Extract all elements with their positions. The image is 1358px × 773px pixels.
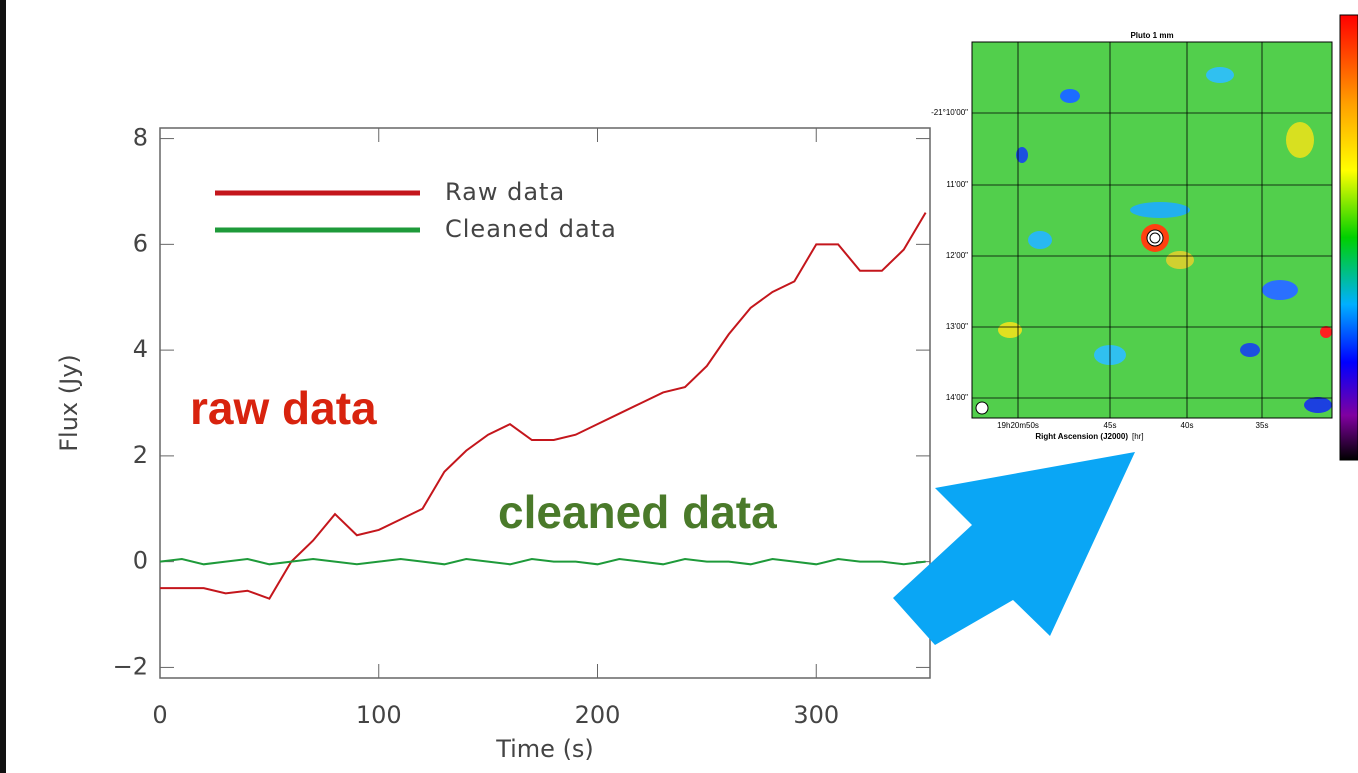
series-line <box>160 559 926 564</box>
sky-map: Pluto 1 mm -21°10'00" 11'00" 12'00" 13'0… <box>931 15 1358 460</box>
x-tick-label: 100 <box>356 701 402 729</box>
y-tick-label: 8 <box>133 124 148 152</box>
x-tick-label: 200 <box>575 701 621 729</box>
dec-label: 11'00" <box>946 180 968 189</box>
y-tick-label: −2 <box>113 652 148 680</box>
dec-label: -21°10'00" <box>931 108 968 117</box>
ra-label: 35s <box>1256 421 1269 430</box>
ra-label: 40s <box>1181 421 1194 430</box>
y-tick-label: 2 <box>133 441 148 469</box>
ra-label: 45s <box>1104 421 1117 430</box>
slide: Time (s) Flux (Jy) −2024680100200300Raw … <box>0 0 1358 773</box>
y-axis-label: Flux (Jy) <box>55 354 83 452</box>
legend-label: Raw data <box>445 178 565 206</box>
annotation: raw data <box>190 382 377 434</box>
colorbar <box>1340 15 1358 460</box>
map-title: Pluto 1 mm <box>1130 31 1173 40</box>
y-tick-label: 0 <box>133 547 148 575</box>
ra-label: 19h20m50s <box>997 421 1039 430</box>
page: {"chart_data": {"type": "line", "x_label… <box>0 0 1358 773</box>
x-tick-label: 300 <box>793 701 839 729</box>
dec-label: 14'00" <box>946 393 968 402</box>
dec-label: 12'00" <box>946 251 968 260</box>
annotation: cleaned data <box>498 486 777 538</box>
x-axis-label: Time (s) <box>495 735 594 763</box>
map-x-unit: [hr] <box>1132 432 1144 441</box>
y-tick-label: 4 <box>133 335 148 363</box>
y-tick-label: 6 <box>133 229 148 257</box>
left-border <box>0 0 6 773</box>
x-tick-label: 0 <box>152 701 167 729</box>
map-x-label: Right Ascension (J2000) <box>1035 432 1128 441</box>
legend-label: Cleaned data <box>445 215 617 243</box>
dec-label: 13'00" <box>946 322 968 331</box>
